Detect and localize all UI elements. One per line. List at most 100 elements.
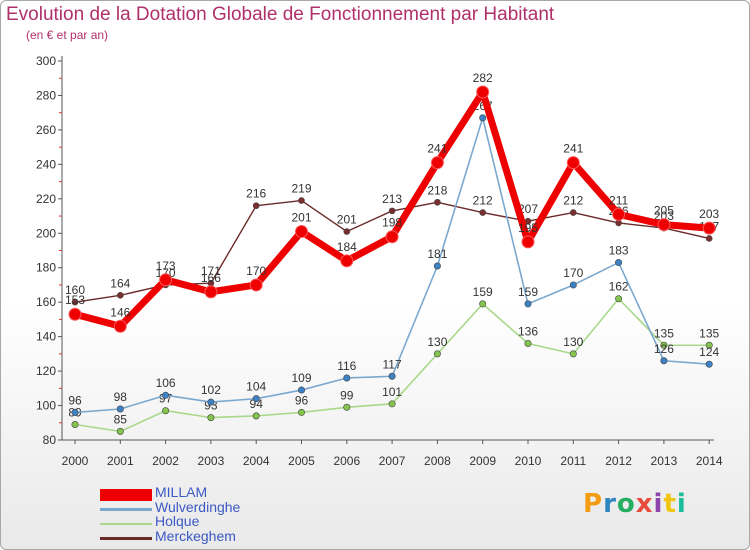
- data-label-holque: 130: [427, 335, 447, 349]
- data-point-holque: [524, 340, 532, 348]
- data-point-merckeghem: [705, 235, 713, 242]
- y-tick-label: 100: [36, 399, 56, 413]
- data-point-merckeghem: [117, 291, 124, 299]
- data-point-millam: [68, 307, 82, 321]
- data-label-holque: 136: [518, 325, 538, 339]
- data-label-holque: 96: [295, 393, 309, 407]
- data-label-merckeghem: 201: [337, 213, 357, 227]
- data-point-millam: [430, 156, 444, 170]
- data-point-millam: [249, 278, 263, 292]
- data-label-wulverdinghe: 181: [427, 247, 447, 261]
- data-point-wulverdinghe: [71, 408, 79, 416]
- data-point-wulverdinghe: [297, 386, 305, 394]
- data-label-holque: 101: [382, 385, 402, 399]
- data-label-millam: 241: [563, 142, 583, 156]
- data-point-merckeghem: [569, 209, 577, 216]
- data-label-millam: 282: [473, 71, 493, 85]
- data-point-millam: [657, 218, 671, 232]
- data-label-merckeghem: 160: [65, 283, 85, 297]
- data-point-holque: [343, 403, 351, 411]
- x-tick-label: 2004: [243, 454, 270, 468]
- data-label-millam: 153: [65, 293, 85, 307]
- legend-swatch: [100, 489, 152, 501]
- data-point-merckeghem: [252, 202, 260, 210]
- data-label-millam: 170: [246, 264, 266, 278]
- logo-letter: i: [676, 489, 687, 519]
- chart-subtitle: (en € et par an): [26, 28, 109, 42]
- y-tick-label: 260: [36, 123, 56, 137]
- data-point-wulverdinghe: [615, 259, 623, 267]
- data-label-wulverdinghe: 117: [383, 357, 402, 371]
- data-point-wulverdinghe: [569, 281, 577, 289]
- data-point-merckeghem: [298, 197, 305, 204]
- data-point-merckeghem: [71, 298, 79, 306]
- data-label-millam: 146: [110, 305, 130, 319]
- x-tick-label: 2014: [696, 454, 723, 468]
- y-tick-label: 120: [36, 364, 56, 378]
- data-point-millam: [159, 273, 173, 287]
- legend-label: Merckeghem: [155, 527, 236, 544]
- legend-swatch: [100, 537, 152, 540]
- data-point-millam: [113, 319, 127, 333]
- y-tick-label: 160: [36, 295, 56, 309]
- data-label-wulverdinghe: 96: [68, 393, 82, 407]
- x-tick-label: 2013: [651, 454, 678, 468]
- data-label-wulverdinghe: 102: [201, 383, 221, 397]
- data-point-merckeghem: [479, 209, 487, 216]
- data-point-holque: [479, 300, 487, 308]
- y-tick-label: 240: [36, 157, 56, 171]
- data-point-wulverdinghe: [479, 114, 487, 122]
- data-point-wulverdinghe: [343, 374, 351, 382]
- x-tick-label: 2012: [605, 454, 632, 468]
- data-point-holque: [660, 341, 668, 349]
- data-point-holque: [116, 427, 124, 435]
- data-label-wulverdinghe: 116: [337, 359, 356, 373]
- data-point-wulverdinghe: [207, 398, 215, 406]
- data-label-wulverdinghe: 159: [518, 285, 538, 299]
- y-tick-label: 80: [43, 433, 57, 447]
- data-label-merckeghem: 171: [201, 264, 221, 278]
- data-point-holque: [252, 412, 260, 420]
- logo-letter: P: [583, 489, 604, 519]
- data-point-merckeghem: [434, 198, 441, 206]
- x-tick-label: 2010: [515, 454, 542, 468]
- data-point-holque: [433, 350, 441, 358]
- data-label-merckeghem: 203: [654, 209, 674, 223]
- y-tick-label: 280: [36, 88, 56, 102]
- data-label-merckeghem: 213: [382, 192, 402, 206]
- data-point-millam: [385, 230, 399, 244]
- data-label-millam: 211: [609, 193, 628, 207]
- legend-label: Holque: [155, 513, 200, 529]
- data-label-merckeghem: 212: [563, 194, 583, 208]
- x-tick-label: 2001: [107, 454, 134, 468]
- data-point-millam: [612, 207, 626, 221]
- data-point-millam: [476, 85, 490, 99]
- data-label-merckeghem: 164: [110, 276, 130, 290]
- data-label-merckeghem: 207: [518, 202, 538, 216]
- data-label-millam: 241: [427, 142, 447, 156]
- y-tick-label: 300: [36, 54, 56, 68]
- data-point-holque: [162, 407, 170, 415]
- data-point-holque: [297, 408, 305, 416]
- y-tick-label: 220: [36, 192, 56, 206]
- data-label-holque: 159: [473, 285, 493, 299]
- data-point-wulverdinghe: [252, 395, 260, 403]
- data-label-millam: 173: [156, 259, 176, 273]
- data-point-holque: [615, 295, 623, 303]
- data-point-millam: [521, 235, 535, 249]
- x-tick-label: 2002: [152, 454, 179, 468]
- data-label-wulverdinghe: 126: [654, 342, 674, 356]
- data-label-wulverdinghe: 124: [699, 345, 719, 359]
- data-point-millam: [295, 225, 308, 239]
- data-point-holque: [207, 414, 215, 422]
- data-label-merckeghem: 219: [291, 182, 311, 196]
- logo-letter: x: [635, 489, 654, 519]
- data-label-holque: 135: [699, 326, 719, 340]
- data-label-holque: 99: [340, 388, 354, 402]
- legend-label: Wulverdinghe: [155, 498, 241, 515]
- data-label-merckeghem: 218: [427, 183, 447, 197]
- data-label-holque: 162: [609, 280, 629, 294]
- data-label-wulverdinghe: 109: [291, 371, 311, 385]
- legend-label: MILLAM: [155, 484, 208, 500]
- data-point-merckeghem: [615, 219, 622, 227]
